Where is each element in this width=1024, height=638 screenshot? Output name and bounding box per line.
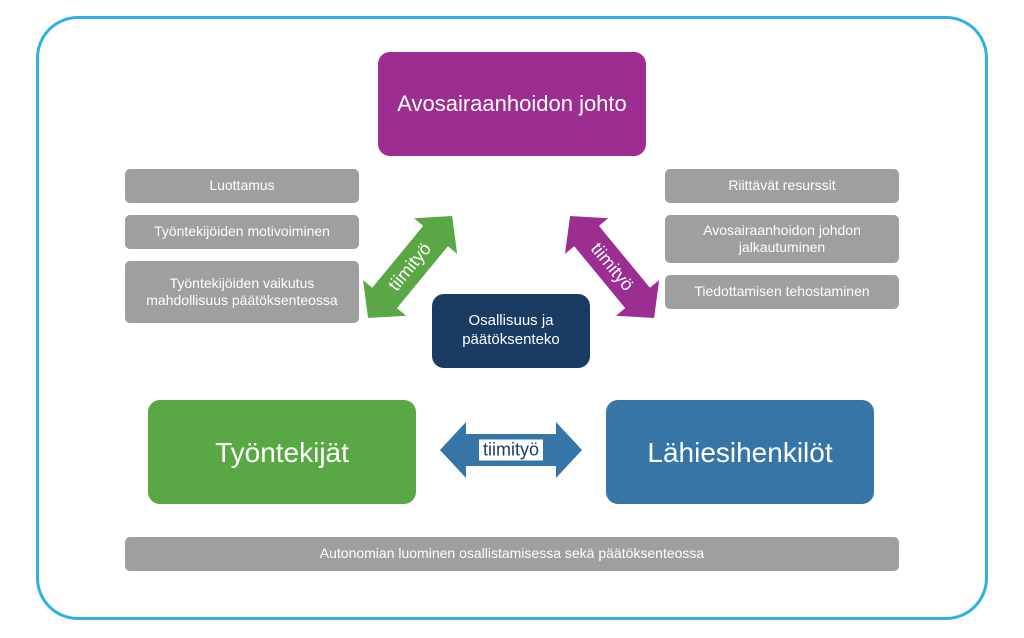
pill-bottom: Autonomian luominen osallistamisessa sek… [124, 536, 900, 572]
pill-left-2: Työntekijöiden vaikutus mahdollisuus pää… [124, 260, 360, 324]
pill-right-2: Tiedottamisen tehostaminen [664, 274, 900, 310]
pill-left-0: Luottamus [124, 168, 360, 204]
arrow-right-diag [563, 214, 661, 320]
node-center-label: Osallisuus ja päätöksenteko [442, 312, 580, 350]
pill-left-1-label: Työntekijöiden motivoiminen [154, 223, 330, 241]
node-bottom-right: Lähiesihenkilöt [606, 400, 874, 504]
arrow-bottom [438, 420, 584, 480]
node-bottom-right-label: Lähiesihenkilöt [647, 435, 832, 470]
node-top-label: Avosairaanhoidon johto [397, 90, 627, 118]
pill-bottom-label: Autonomian luominen osallistamisessa sek… [320, 545, 704, 563]
node-top: Avosairaanhoidon johto [378, 52, 646, 156]
pill-right-1-label: Avosairaanhoidon johdon jalkautuminen [675, 222, 889, 257]
node-bottom-left: Työntekijät [148, 400, 416, 504]
pill-right-0-label: Riittävät resurssit [728, 177, 835, 195]
pill-left-1: Työntekijöiden motivoiminen [124, 214, 360, 250]
arrow-left-diag [361, 214, 459, 320]
pill-right-0: Riittävät resurssit [664, 168, 900, 204]
pill-left-2-label: Työntekijöiden vaikutus mahdollisuus pää… [135, 275, 349, 310]
pill-left-0-label: Luottamus [209, 177, 274, 195]
node-bottom-left-label: Työntekijät [215, 435, 349, 470]
pill-right-1: Avosairaanhoidon johdon jalkautuminen [664, 214, 900, 264]
pill-right-2-label: Tiedottamisen tehostaminen [694, 283, 869, 301]
